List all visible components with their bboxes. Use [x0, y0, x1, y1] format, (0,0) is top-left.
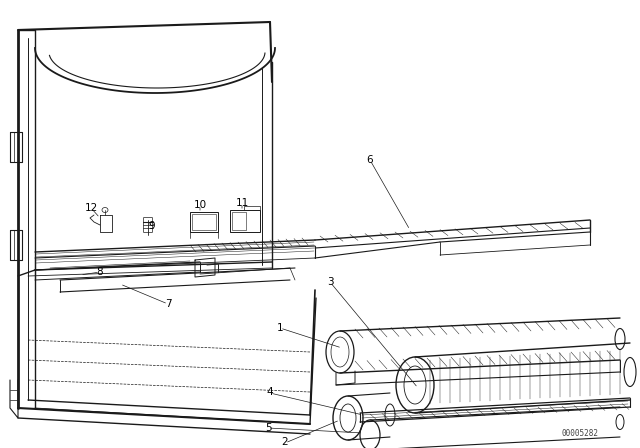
Bar	[230, 210, 260, 232]
Text: 7: 7	[164, 299, 172, 309]
Text: 5: 5	[265, 423, 271, 433]
Text: 6: 6	[367, 155, 373, 165]
Text: 3: 3	[326, 277, 333, 287]
Bar	[232, 212, 246, 230]
Text: 2: 2	[282, 437, 288, 447]
Text: 9: 9	[148, 221, 156, 231]
Bar	[190, 212, 218, 232]
Bar	[192, 214, 216, 230]
Text: 8: 8	[97, 267, 103, 277]
Text: 4: 4	[267, 387, 273, 397]
Text: 1: 1	[276, 323, 284, 333]
Text: 10: 10	[193, 200, 207, 210]
Text: 11: 11	[236, 198, 248, 208]
Text: 12: 12	[84, 203, 98, 213]
Text: 00005282: 00005282	[561, 429, 598, 438]
